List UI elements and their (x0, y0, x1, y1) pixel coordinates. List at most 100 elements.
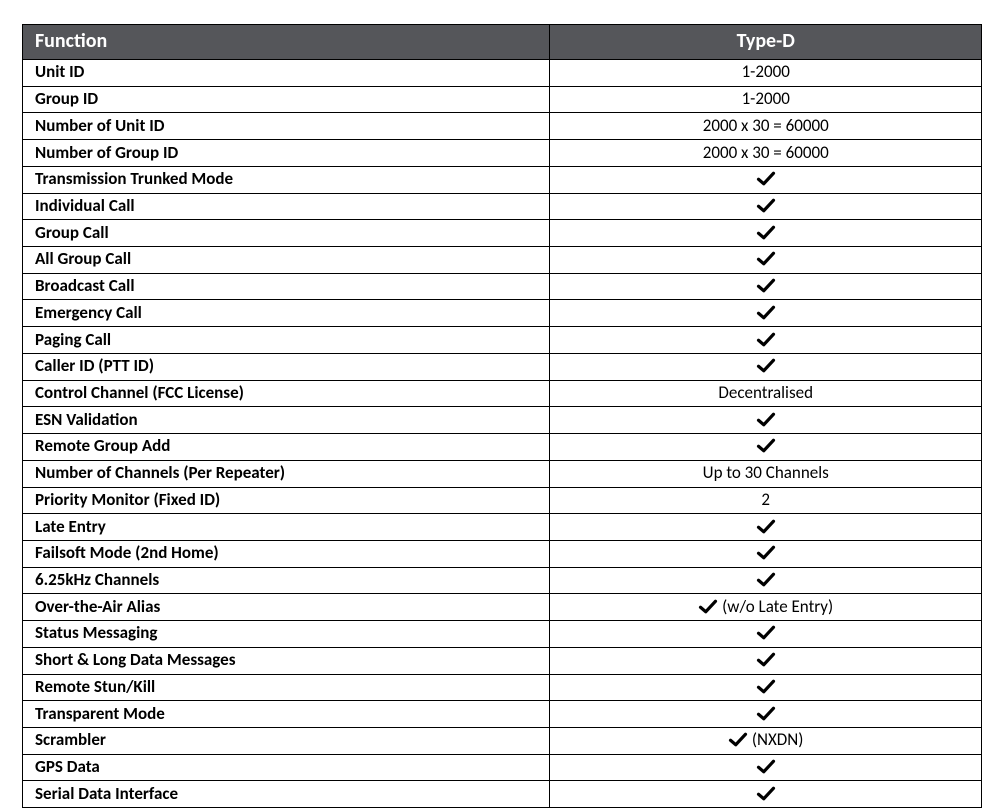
cell-function: Over-the-Air Alias (23, 594, 550, 621)
check-icon (756, 759, 776, 774)
table-row: Paging Call (23, 327, 982, 354)
table-row: Short & Long Data Messages (23, 647, 982, 674)
cell-value (550, 567, 982, 594)
table-row: Number of Channels (Per Repeater)Up to 3… (23, 460, 982, 487)
check-icon (756, 198, 776, 213)
cell-function: Remote Stun/Kill (23, 674, 550, 701)
cell-function: Individual Call (23, 193, 550, 220)
cell-function: Short & Long Data Messages (23, 647, 550, 674)
table-row: Unit ID1-2000 (23, 60, 982, 87)
cell-function: Caller ID (PTT ID) (23, 353, 550, 380)
check-icon (728, 732, 748, 747)
cell-value: (w/o Late Entry) (550, 594, 982, 621)
cell-function: Serial Data Interface (23, 781, 550, 808)
cell-function: Late Entry (23, 514, 550, 541)
table-row: Number of Unit ID2000 x 30 = 60000 (23, 113, 982, 140)
table-row: Priority Monitor (Fixed ID)2 (23, 487, 982, 514)
page: Function Type-D Unit ID1-2000Group ID1-2… (0, 0, 1000, 752)
cell-value (550, 166, 982, 193)
check-icon (756, 786, 776, 801)
cell-function: Number of Channels (Per Repeater) (23, 460, 550, 487)
cell-function: Status Messaging (23, 621, 550, 648)
check-icon (756, 412, 776, 427)
table-row: Failsoft Mode (2nd Home) (23, 540, 982, 567)
table-row: Number of Group ID2000 x 30 = 60000 (23, 140, 982, 167)
table-row: ESN Validation (23, 407, 982, 434)
table-row: Over-the-Air Alias (w/o Late Entry) (23, 594, 982, 621)
cell-function: Number of Unit ID (23, 113, 550, 140)
cell-value (550, 514, 982, 541)
cell-function: All Group Call (23, 247, 550, 274)
table-row: Status Messaging (23, 621, 982, 648)
cell-value: 1-2000 (550, 60, 982, 87)
cell-function: Failsoft Mode (2nd Home) (23, 540, 550, 567)
table-row: Remote Group Add (23, 434, 982, 461)
table-row: Caller ID (PTT ID) (23, 353, 982, 380)
cell-value (550, 407, 982, 434)
check-icon (756, 706, 776, 721)
cell-value (550, 327, 982, 354)
cell-function: Group Call (23, 220, 550, 247)
check-icon (756, 251, 776, 266)
cell-value-text: (NXDN) (752, 729, 804, 750)
cell-value: 2 (550, 487, 982, 514)
table-row: Late Entry (23, 514, 982, 541)
cell-function: 6.25kHz Channels (23, 567, 550, 594)
cell-value (550, 220, 982, 247)
table-row: Control Channel (FCC License)Decentralis… (23, 380, 982, 407)
table-row: Individual Call (23, 193, 982, 220)
cell-value: Decentralised (550, 380, 982, 407)
table-row: Serial Data Interface (23, 781, 982, 808)
cell-function: Unit ID (23, 60, 550, 87)
cell-value: 2000 x 30 = 60000 (550, 140, 982, 167)
cell-function: Broadcast Call (23, 273, 550, 300)
cell-value (550, 781, 982, 808)
table-row: Emergency Call (23, 300, 982, 327)
cell-function: Scrambler (23, 727, 550, 754)
header-value: Type-D (550, 25, 982, 60)
cell-function: Priority Monitor (Fixed ID) (23, 487, 550, 514)
cell-function: Paging Call (23, 327, 550, 354)
check-icon (756, 572, 776, 587)
cell-function: Transparent Mode (23, 701, 550, 728)
check-icon (756, 278, 776, 293)
check-icon (756, 625, 776, 640)
cell-value: 2000 x 30 = 60000 (550, 113, 982, 140)
check-icon (756, 438, 776, 453)
table-row: All Group Call (23, 247, 982, 274)
table-row: Remote Stun/Kill (23, 674, 982, 701)
cell-value (550, 193, 982, 220)
cell-value: 1-2000 (550, 86, 982, 113)
cell-value: Up to 30 Channels (550, 460, 982, 487)
cell-value (550, 434, 982, 461)
table-row: Group ID1-2000 (23, 86, 982, 113)
cell-function: Transmission Trunked Mode (23, 166, 550, 193)
cell-function: ESN Validation (23, 407, 550, 434)
cell-function: Control Channel (FCC License) (23, 380, 550, 407)
check-icon (756, 171, 776, 186)
cell-value (550, 621, 982, 648)
cell-value (550, 674, 982, 701)
cell-function: Remote Group Add (23, 434, 550, 461)
table-body: Unit ID1-2000Group ID1-2000Number of Uni… (23, 60, 982, 808)
cell-value-text: (w/o Late Entry) (722, 596, 833, 617)
cell-value (550, 540, 982, 567)
check-icon (756, 652, 776, 667)
cell-value (550, 353, 982, 380)
table-header: Function Type-D (23, 25, 982, 60)
table-row: Scrambler (NXDN) (23, 727, 982, 754)
cell-function: Number of Group ID (23, 140, 550, 167)
spec-table: Function Type-D Unit ID1-2000Group ID1-2… (22, 24, 982, 808)
table-row: Group Call (23, 220, 982, 247)
cell-value: (NXDN) (550, 727, 982, 754)
check-icon (756, 545, 776, 560)
header-function: Function (23, 25, 550, 60)
cell-function: Group ID (23, 86, 550, 113)
check-icon (756, 332, 776, 347)
cell-function: Emergency Call (23, 300, 550, 327)
check-icon (756, 679, 776, 694)
table-row: Transparent Mode (23, 701, 982, 728)
cell-value (550, 647, 982, 674)
cell-value (550, 701, 982, 728)
check-icon (756, 519, 776, 534)
